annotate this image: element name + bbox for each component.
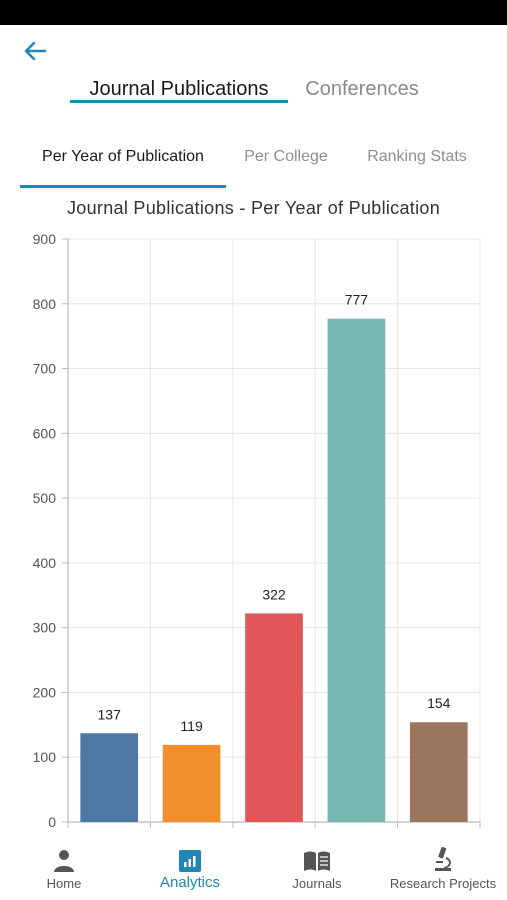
nav-journals[interactable]: Journals — [277, 836, 357, 900]
y-tick-label: 700 — [33, 361, 57, 377]
status-bar — [0, 0, 507, 25]
nav-journals-label: Journals — [292, 876, 342, 891]
y-tick-label: 900 — [33, 231, 57, 247]
microscope-icon — [435, 846, 451, 871]
y-tick-label: 300 — [33, 620, 57, 636]
active-subtab-indicator — [20, 185, 226, 188]
back-button[interactable] — [18, 36, 52, 66]
nav-home[interactable]: Home — [24, 836, 104, 900]
bar — [162, 744, 221, 822]
tab-per-college[interactable]: Per College — [244, 148, 328, 165]
nav-analytics[interactable]: Analytics — [150, 836, 230, 900]
bottom-nav: Home Analytics Journals — [0, 836, 507, 900]
tab-ranking-stats[interactable]: Ranking Stats — [367, 148, 467, 165]
y-tick-label: 600 — [33, 425, 57, 441]
book-icon — [304, 851, 330, 871]
tab-journal-publications[interactable]: Journal Publications — [89, 78, 269, 100]
bar — [409, 722, 468, 822]
bar — [245, 613, 303, 822]
bar — [327, 318, 386, 822]
bar — [80, 733, 139, 822]
arrow-left-icon — [24, 41, 46, 61]
bar-value-label: 322 — [262, 586, 286, 602]
bar-value-label: 777 — [345, 292, 369, 308]
y-tick-label: 800 — [33, 296, 57, 312]
y-tick-label: 500 — [33, 490, 57, 506]
bar-value-label: 137 — [98, 706, 122, 722]
tab-conferences[interactable]: Conferences — [305, 78, 419, 100]
nav-home-label: Home — [46, 876, 82, 891]
active-tab-indicator — [70, 100, 288, 103]
person-icon — [54, 850, 74, 872]
tab-per-year[interactable]: Per Year of Publication — [42, 148, 204, 165]
y-tick-label: 200 — [33, 684, 57, 700]
bar-chart-icon — [179, 850, 201, 872]
bar-value-label: 119 — [180, 718, 203, 734]
nav-research-label: Research Projects — [389, 876, 497, 891]
y-tick-label: 100 — [33, 749, 57, 765]
sub-tab-bar: Per Year of Publication Per College Rank… — [0, 140, 507, 188]
y-tick-label: 0 — [48, 814, 56, 830]
top-tab-bar: Journal Publications Conferences — [0, 72, 507, 108]
chart-title: Journal Publications - Per Year of Publi… — [66, 198, 441, 218]
nav-research-projects[interactable]: Research Projects — [388, 836, 498, 900]
bar-chart: 0 100 200 300 400 500 600 700 800 900 137 119 322 777… — [33, 231, 481, 830]
nav-analytics-label: Analytics — [159, 874, 221, 891]
bar-value-label: 154 — [427, 695, 451, 711]
y-tick-label: 400 — [33, 555, 57, 571]
